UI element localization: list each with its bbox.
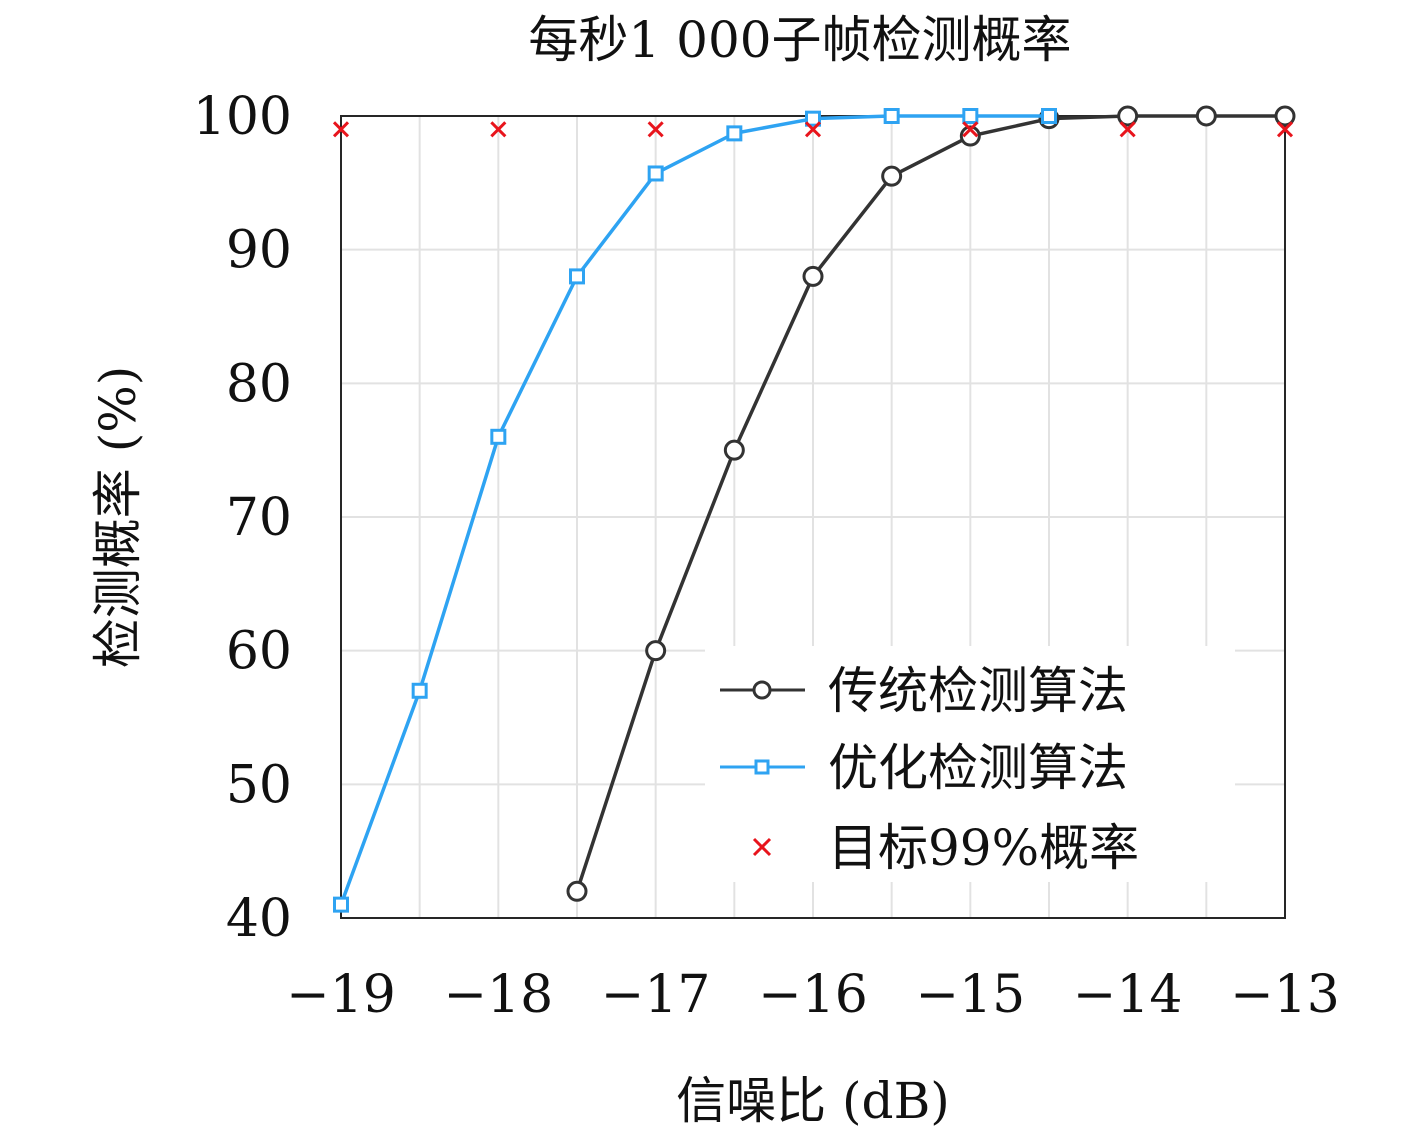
x-axis-label: 信噪比 (dB) (676, 1072, 950, 1130)
data-point-optimized (726, 125, 743, 142)
x-tick-label: −14 (1073, 965, 1183, 1025)
data-point-optimized (1041, 108, 1057, 124)
data-point-target (332, 121, 350, 138)
data-point-optimized (490, 428, 507, 445)
series-line-optimized (339, 114, 1049, 906)
data-point-traditional (802, 265, 824, 287)
data-point-optimized (333, 896, 349, 913)
legend-marker-target (752, 837, 772, 857)
data-point-traditional (1274, 105, 1296, 127)
legend-label-target: 目标99%概率 (828, 819, 1139, 877)
data-point-optimized (883, 108, 900, 124)
data-point-target (962, 121, 979, 138)
data-point-optimized (647, 165, 664, 182)
data-point-optimized (962, 108, 979, 124)
y-tick-label: 100 (193, 87, 292, 147)
data-point-target (1119, 121, 1136, 138)
legend-item-optimized: 优化检测算法 (720, 739, 1128, 797)
legend-marker-traditional (752, 680, 772, 700)
legend-label-traditional: 传统检测算法 (828, 662, 1128, 720)
data-point-traditional (1117, 105, 1139, 127)
y-tick-label: 70 (226, 488, 292, 548)
series-layer (332, 105, 1296, 913)
tick-labels: −19 −18 −17 −16 −15 −14 −13 40 50 60 70 80 90 100 (193, 87, 1340, 1025)
x-tick-label: −16 (758, 965, 868, 1025)
x-tick-label: −19 (286, 965, 396, 1025)
data-point-optimized (805, 110, 821, 127)
y-tick-label: 60 (226, 622, 292, 682)
data-point-traditional (1195, 105, 1217, 127)
x-tick-label: −13 (1230, 965, 1340, 1025)
chart-title: 每秒1 000子帧检测概率 (528, 11, 1071, 69)
y-tick-label: 80 (226, 354, 292, 414)
x-tick-label: −18 (443, 965, 553, 1025)
legend: 传统检测算法 优化检测算法 目标99%概率 (705, 646, 1235, 882)
y-tick-label: 90 (226, 221, 292, 281)
series-optimized (333, 108, 1057, 913)
legend-box (705, 646, 1235, 882)
data-point-traditional (645, 640, 667, 662)
data-point-target (1276, 121, 1294, 138)
y-axis-label: 检测概率 (%) (89, 366, 147, 668)
x-tick-label: −17 (601, 965, 711, 1025)
series-line-traditional (575, 114, 1285, 892)
y-tick-label: 50 (226, 755, 292, 815)
data-point-target (647, 121, 664, 138)
data-point-traditional (959, 125, 981, 147)
legend-marker-optimized (754, 759, 770, 775)
data-point-traditional (566, 880, 588, 902)
y-tick-label: 40 (226, 889, 292, 949)
data-point-traditional (723, 439, 745, 461)
data-point-traditional (881, 165, 903, 187)
x-tick-label: −15 (915, 965, 1025, 1025)
legend-item-traditional: 传统检测算法 (720, 662, 1128, 720)
data-point-target (490, 121, 507, 138)
data-point-target (804, 121, 822, 138)
series-target (332, 121, 1294, 138)
data-point-optimized (411, 682, 428, 699)
legend-item-target: 目标99%概率 (752, 819, 1139, 877)
series-traditional (566, 105, 1296, 902)
legend-label-optimized: 优化检测算法 (828, 739, 1128, 797)
data-point-optimized (569, 268, 585, 285)
